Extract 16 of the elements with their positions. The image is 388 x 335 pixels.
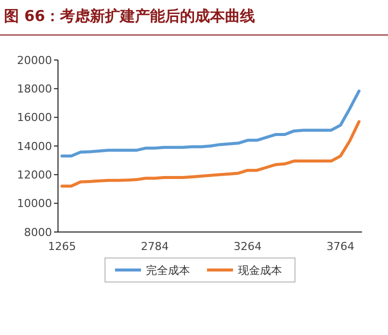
- line-series: [60, 90, 360, 158]
- y-tick-label: 18000: [17, 82, 52, 96]
- x-tick-label: 1265: [48, 240, 76, 253]
- y-tick-label: 10000: [17, 197, 52, 210]
- y-tick-label: 8000: [24, 226, 52, 239]
- chart-title: 图 66：考虑新扩建产能后的成本曲线: [4, 7, 256, 25]
- line-series: [60, 120, 360, 188]
- y-tick-label: 12000: [17, 168, 52, 182]
- y-tick-label: 20000: [17, 54, 52, 67]
- y-tick-label: 14000: [17, 140, 52, 153]
- x-tick-label: 3264: [234, 240, 262, 253]
- legend-label: 完全成本: [146, 264, 190, 277]
- x-tick-label: 3764: [326, 240, 354, 253]
- legend-label: 现金成本: [238, 264, 282, 277]
- y-tick-label: 16000: [17, 111, 52, 124]
- x-tick-label: 2784: [140, 240, 169, 253]
